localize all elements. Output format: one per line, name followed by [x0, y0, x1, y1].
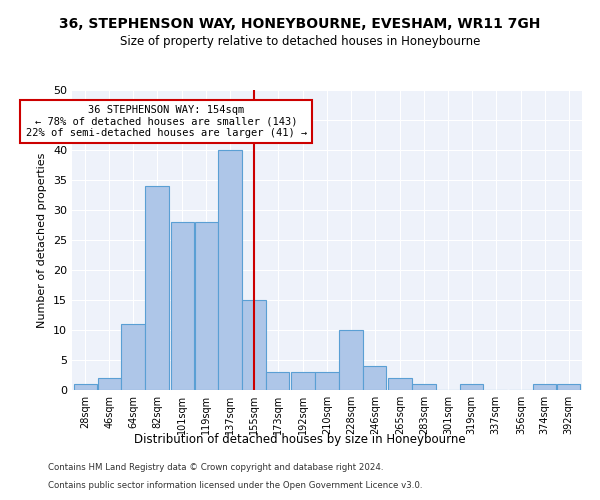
- Bar: [339, 330, 362, 390]
- Text: Distribution of detached houses by size in Honeybourne: Distribution of detached houses by size …: [134, 432, 466, 446]
- Text: Contains HM Land Registry data © Crown copyright and database right 2024.: Contains HM Land Registry data © Crown c…: [48, 464, 383, 472]
- Bar: [412, 384, 436, 390]
- Text: 36, STEPHENSON WAY, HONEYBOURNE, EVESHAM, WR11 7GH: 36, STEPHENSON WAY, HONEYBOURNE, EVESHAM…: [59, 18, 541, 32]
- Bar: [170, 222, 194, 390]
- Bar: [121, 324, 145, 390]
- Bar: [266, 372, 289, 390]
- Bar: [363, 366, 386, 390]
- Bar: [533, 384, 556, 390]
- Bar: [74, 384, 97, 390]
- Bar: [218, 150, 242, 390]
- Bar: [388, 378, 412, 390]
- Bar: [316, 372, 338, 390]
- Text: Contains public sector information licensed under the Open Government Licence v3: Contains public sector information licen…: [48, 481, 422, 490]
- Text: Size of property relative to detached houses in Honeybourne: Size of property relative to detached ho…: [120, 35, 480, 48]
- Bar: [292, 372, 315, 390]
- Text: 36 STEPHENSON WAY: 154sqm
← 78% of detached houses are smaller (143)
22% of semi: 36 STEPHENSON WAY: 154sqm ← 78% of detac…: [26, 105, 307, 138]
- Bar: [98, 378, 121, 390]
- Bar: [460, 384, 484, 390]
- Bar: [242, 300, 266, 390]
- Y-axis label: Number of detached properties: Number of detached properties: [37, 152, 47, 328]
- Bar: [557, 384, 580, 390]
- Bar: [194, 222, 218, 390]
- Bar: [145, 186, 169, 390]
